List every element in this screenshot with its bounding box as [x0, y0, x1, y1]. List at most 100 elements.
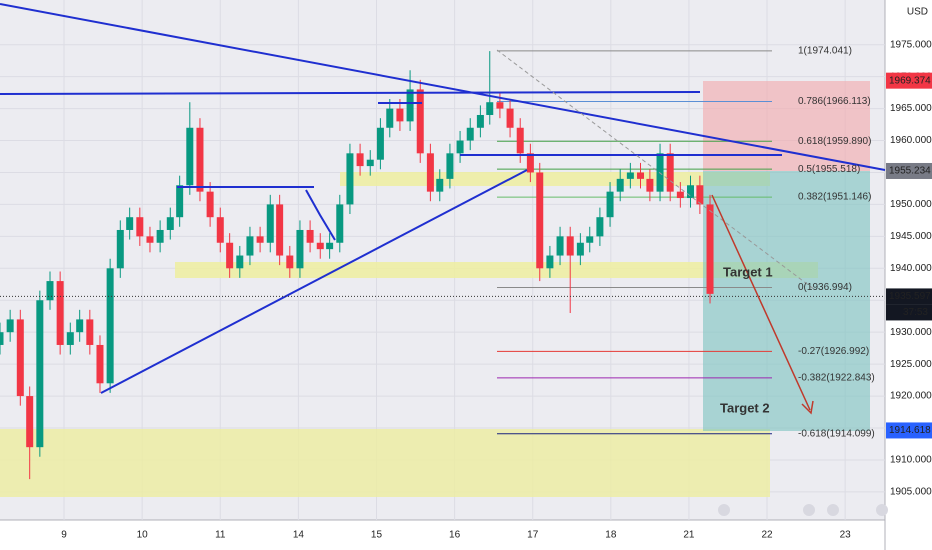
x-tick-label: 9	[61, 530, 67, 541]
countdown: 37:53	[903, 307, 928, 318]
candle-body	[146, 236, 154, 243]
y-tick-label: 1960.000	[890, 135, 932, 146]
candle-body	[16, 319, 24, 397]
candle-body	[486, 102, 494, 115]
x-tick-label: 22	[761, 530, 773, 541]
candle-body	[6, 319, 14, 333]
stop-loss-box	[703, 81, 870, 171]
candle-body	[126, 217, 134, 230]
candle-body	[336, 204, 344, 243]
candle-body	[687, 185, 695, 199]
candle-body	[416, 89, 424, 154]
candle-body	[166, 217, 174, 230]
candle-body	[276, 204, 284, 256]
fib-label: 0.382(1951.146)	[798, 192, 871, 203]
candle-body	[246, 236, 254, 256]
candle-body	[106, 268, 114, 384]
candle-body	[666, 153, 674, 192]
candle-body	[266, 204, 274, 243]
candle-body	[576, 242, 584, 256]
y-tick-label: 1910.000	[890, 455, 932, 466]
y-tick-label: 1940.000	[890, 263, 932, 274]
candle-body	[176, 185, 184, 218]
candle-body	[0, 332, 4, 345]
fib-label: -0.382(1922.843)	[798, 373, 875, 384]
x-tick-label: 14	[293, 530, 305, 541]
candle-body	[496, 102, 504, 109]
candle-body	[306, 229, 314, 243]
candle-body	[346, 153, 354, 205]
candle-body	[216, 217, 224, 243]
candle-body	[156, 229, 164, 243]
candle-body	[26, 396, 34, 448]
candle-body	[186, 127, 194, 186]
candle-body	[446, 153, 454, 179]
candle-body	[546, 255, 554, 269]
target-label: Target 1	[723, 264, 773, 279]
candle-body	[426, 153, 434, 192]
candle-body	[76, 319, 84, 333]
price-marker-label: 1935.597	[889, 291, 931, 302]
trend-line	[0, 3, 886, 171]
x-tick-label: 15	[371, 530, 383, 541]
candle-body	[516, 127, 524, 154]
x-tick-label: 23	[840, 530, 852, 541]
candle-body	[236, 255, 244, 269]
fib-label: -0.27(1926.992)	[798, 346, 869, 357]
fib-label: 1(1974.041)	[798, 45, 852, 56]
candle-body	[626, 172, 634, 179]
event-icon[interactable]	[803, 504, 815, 516]
currency-label: USD	[907, 7, 928, 18]
target-label: Target 2	[720, 400, 770, 415]
candle-body	[356, 153, 364, 167]
projection-arrow	[711, 194, 811, 411]
candle-body	[206, 191, 214, 218]
candle-body	[596, 217, 604, 237]
support-zone	[175, 262, 818, 278]
price-marker	[886, 288, 932, 305]
candle-body	[86, 319, 94, 345]
y-tick-label: 1905.000	[890, 487, 932, 498]
candle-body	[466, 127, 474, 141]
candle-body	[196, 127, 204, 192]
take-profit-box	[703, 171, 870, 431]
candle-body	[476, 114, 484, 128]
candle-body	[536, 172, 544, 269]
candle-body	[116, 229, 124, 269]
fib-label: 0(1936.994)	[798, 282, 852, 293]
candle-body	[296, 229, 304, 269]
x-tick-label: 21	[683, 530, 695, 541]
candle-body	[616, 178, 624, 192]
event-icon[interactable]	[827, 504, 839, 516]
candle-body	[46, 281, 54, 301]
fib-label: 0.786(1966.113)	[798, 96, 871, 107]
fib-trend	[496, 49, 816, 291]
event-icon[interactable]	[718, 504, 730, 516]
event-icon[interactable]	[876, 504, 888, 516]
candle-body	[226, 242, 234, 269]
candle-body	[56, 281, 64, 345]
candle-body	[696, 185, 704, 205]
fib-label: 0.5(1955.518)	[798, 164, 860, 175]
arrow-head	[801, 400, 814, 415]
price-marker	[886, 422, 932, 439]
price-marker	[886, 72, 932, 89]
y-tick-label: 1920.000	[890, 391, 932, 402]
candle-body	[396, 108, 404, 122]
x-tick-label: 10	[137, 530, 149, 541]
candle-body	[366, 159, 374, 167]
y-tick-label: 1975.000	[890, 39, 932, 50]
y-tick-label: 1930.000	[890, 327, 932, 338]
support-zone	[0, 429, 770, 497]
y-tick-label: 1950.000	[890, 199, 932, 210]
countdown-box	[886, 304, 932, 321]
x-tick-label: 17	[527, 530, 539, 541]
x-tick-label: 18	[605, 530, 617, 541]
candle-body	[96, 344, 104, 384]
candle-body	[406, 89, 414, 122]
candle-body	[66, 332, 74, 345]
candle-body	[386, 108, 394, 128]
time-axis-background	[0, 520, 885, 550]
candle-body	[376, 127, 384, 160]
